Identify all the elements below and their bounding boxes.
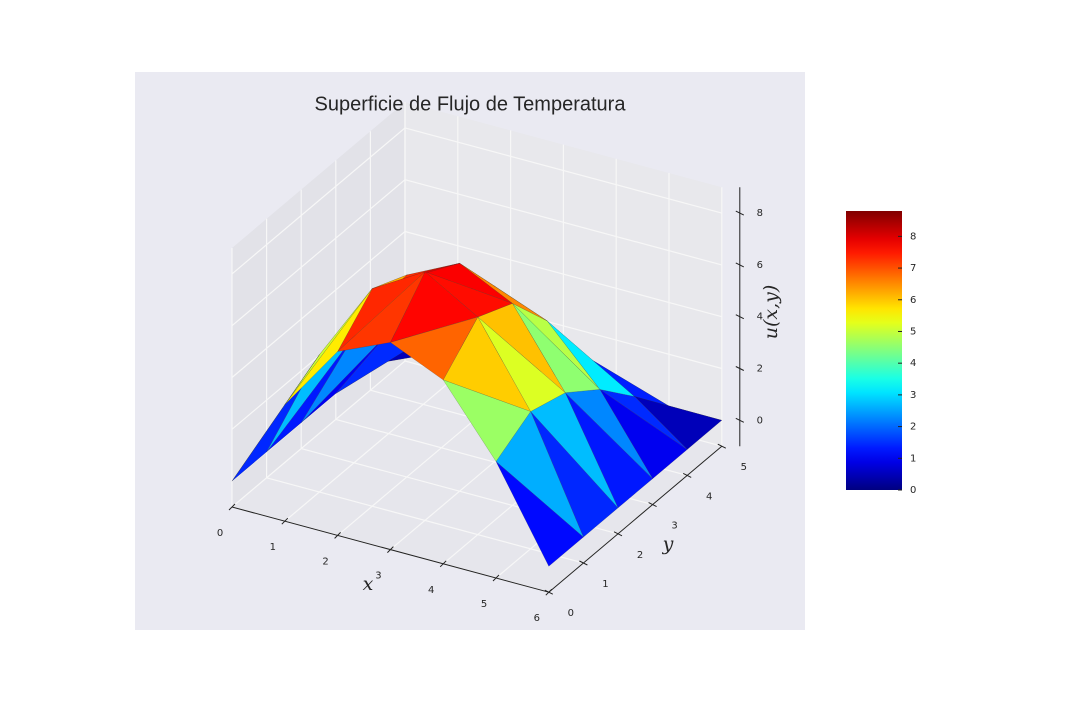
- x-tick: [281, 517, 289, 525]
- z-tick: [735, 417, 745, 423]
- y-tick-label: 3: [671, 521, 677, 532]
- chart-title: Superficie de Flujo de Temperatura: [315, 93, 627, 115]
- colorbar-tick-label: 7: [910, 263, 916, 274]
- x-tick-label: 0: [217, 528, 223, 539]
- colorbar-tick-label: 4: [910, 358, 916, 369]
- grid-line: [231, 231, 406, 378]
- grid-line: [266, 477, 584, 564]
- grid-line: [404, 230, 722, 318]
- x-tick: [334, 532, 341, 539]
- z-tick-label: 0: [757, 415, 763, 426]
- colorbar-tick-label: 6: [910, 295, 916, 306]
- x-tick: [228, 503, 236, 511]
- colorbar-tick-label: 3: [910, 390, 916, 401]
- y-tick: [579, 560, 588, 566]
- x-tick: [492, 574, 500, 582]
- grid-line: [404, 179, 722, 266]
- colorbar-tick-label: 0: [910, 485, 916, 496]
- x-axis-label: x: [363, 573, 374, 595]
- grid-line: [231, 179, 406, 327]
- surface-face: [495, 461, 584, 567]
- surface-face: [337, 271, 426, 352]
- z-tick: [735, 314, 745, 320]
- x-tick-label: 5: [481, 599, 487, 610]
- y-tick: [717, 443, 727, 449]
- grid-line: [231, 360, 406, 508]
- y-tick-label: 0: [568, 608, 574, 619]
- colorbar-tick-label: 2: [910, 422, 916, 433]
- z-tick: [735, 366, 745, 371]
- colorbar-tick-label: 5: [910, 326, 916, 337]
- grid-line: [404, 127, 722, 214]
- x-tick-label: 6: [534, 613, 540, 624]
- y-axis-line: [548, 445, 723, 593]
- y-tick-label: 2: [637, 550, 643, 561]
- colorbar-tick-label: 8: [910, 231, 916, 242]
- z-tick-label: 8: [757, 208, 763, 219]
- x-tick-label: 2: [322, 556, 328, 567]
- colorbar: 0 1 2 3 4 5 6 7 8: [846, 211, 916, 496]
- colorbar-gradient: [846, 211, 902, 490]
- x-tick: [387, 546, 394, 553]
- y-tick: [648, 502, 657, 508]
- y-tick: [682, 472, 692, 478]
- colorbar-tick-label: 1: [910, 453, 916, 464]
- z-tick-label: 4: [757, 312, 763, 323]
- z-tick-label: 2: [757, 364, 763, 375]
- surface: [231, 263, 723, 567]
- y-tick-label: 5: [741, 462, 747, 473]
- axes: 0 1 2 3 4 5 6 0 1 2 3 4 5 0 2 4 6 8: [217, 187, 763, 624]
- y-tick: [544, 589, 554, 595]
- surface-face: [231, 354, 320, 482]
- y-tick-label: 1: [602, 579, 608, 590]
- x-tick-label: 4: [428, 585, 434, 596]
- grid-line: [284, 374, 459, 522]
- surface-face: [390, 316, 479, 381]
- y-tick-label: 4: [706, 491, 712, 502]
- z-tick: [735, 262, 745, 268]
- x-tick: [439, 560, 447, 568]
- y-axis-label: y: [662, 533, 674, 555]
- x-tick-label: 3: [375, 571, 381, 582]
- grid-line: [231, 127, 406, 275]
- surface-face: [284, 288, 373, 405]
- y-tick: [613, 531, 623, 537]
- x-tick-label: 1: [270, 542, 276, 553]
- z-axis-label: u(x,y): [760, 285, 782, 340]
- z-tick-label: 6: [757, 260, 763, 271]
- z-tick: [735, 210, 745, 216]
- surface-face: [442, 379, 531, 462]
